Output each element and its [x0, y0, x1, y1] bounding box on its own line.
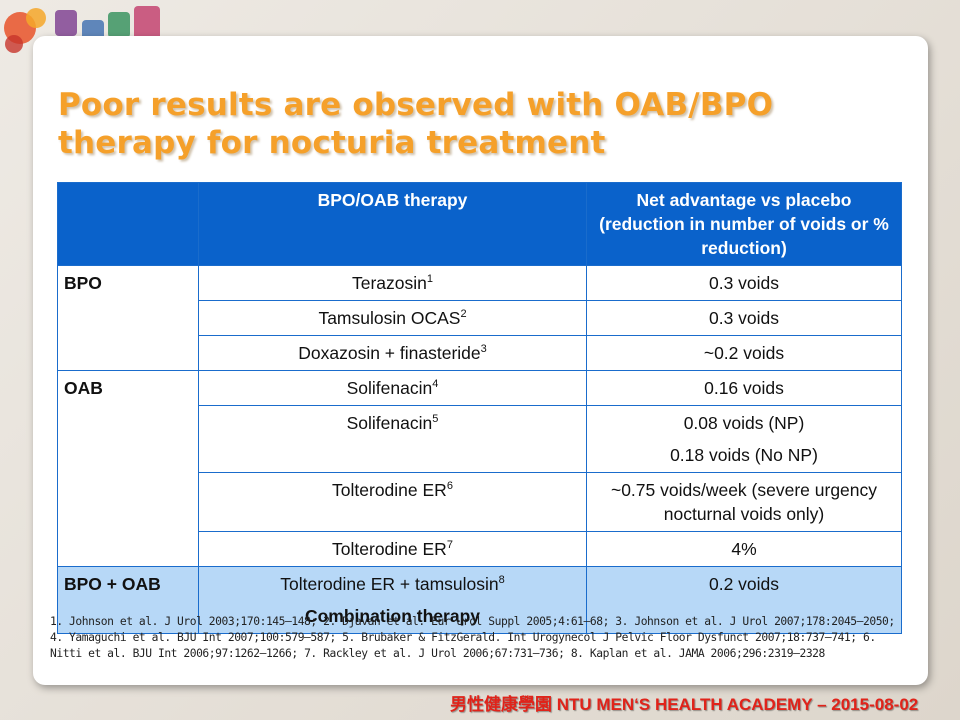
result-line: ~0.2 voids	[703, 343, 785, 363]
table-row: Tolterodine ER6 ~0.75 voids/week (severe …	[58, 472, 902, 532]
reference-number: 3	[480, 343, 487, 356]
reference: 8. Kaplan et al. JAMA 2006;296:2319–2328	[570, 647, 826, 660]
reference: 5. Brubaker & FitzGerald. Int Urogynecol…	[342, 631, 857, 644]
therapy-name: Tolterodine ER + tamsulosin	[280, 574, 499, 594]
therapy-line: Tolterodine ER + tamsulosin8	[205, 572, 580, 596]
therapy-cell: Tolterodine ER7	[198, 531, 587, 567]
therapy-line: Tolterodine ER7	[205, 537, 580, 561]
therapy-name: Solifenacin	[346, 378, 433, 398]
therapy-cell: Doxazosin + finasteride3	[198, 335, 587, 371]
result-line: 0.3 voids	[708, 308, 780, 328]
footer-chinese: 男性健康學園	[450, 695, 552, 714]
result-line: 0.2 voids	[708, 574, 780, 594]
result-cell: 4%	[586, 531, 902, 567]
table-row: Solifenacin5 0.08 voids (NP) 0.18 voids (N…	[58, 405, 902, 473]
reference-number: 8	[498, 574, 505, 587]
reference: 1. Johnson et al. J Urol 2003;170:145–14…	[50, 615, 317, 628]
reference: 6. Nitti et al. BJU Int 2006;97:1262–126…	[50, 631, 876, 660]
therapy-line: Tamsulosin OCAS2	[205, 306, 580, 330]
header-row: BPO/OAB therapy Net advantage vs placebo…	[57, 182, 902, 266]
reference-number: 1	[426, 273, 434, 286]
results-table: BPO/OAB therapy Net advantage vs placebo…	[57, 182, 902, 634]
therapy-cell: Terazosin1	[198, 265, 587, 301]
therapy-note: Combination therapy	[304, 606, 480, 626]
result-cell: 0.3 voids	[586, 300, 902, 336]
logo	[4, 6, 160, 53]
group-cell: BPO + OAB	[57, 566, 199, 634]
table-row: BPO + OAB Tolterodine ER + tamsulosin8 Com…	[57, 566, 902, 634]
result-cell: 0.3 voids	[586, 265, 902, 301]
reference-number: 7	[446, 539, 453, 552]
therapy-name: Terazosin	[351, 273, 427, 293]
result-line: 0.18 voids (No NP)	[670, 445, 818, 465]
therapy-cell: Tolterodine ER6	[198, 472, 587, 532]
result-cell: ~0.75 voids/week (severe urgency nocturn…	[586, 472, 902, 532]
footer: 男性健康學園 NTU MEN‘S HEALTH ACADEMY – 2015-0…	[450, 690, 918, 715]
slide-title: Poor results are observed with OAB/BPO t…	[58, 87, 774, 161]
reference-number: 2	[460, 308, 467, 321]
therapy-line: Doxazosin + finasteride3	[205, 341, 580, 365]
result-line: 0.3 voids	[708, 273, 780, 293]
reference: 3. Johnson et al. J Urol 2007;178:2045–2…	[615, 615, 895, 628]
therapy-name: Tamsulosin OCAS	[318, 308, 461, 328]
table-row: OAB Solifenacin4 0.16 voids	[57, 370, 902, 567]
result-cell: 0.16 voids	[586, 370, 902, 406]
therapy-name: Doxazosin + finasteride	[298, 343, 481, 363]
result-line: ~0.75 voids/week (severe urgency nocturn…	[610, 480, 878, 524]
result-line: 4%	[731, 539, 757, 559]
header-cell: Net advantage vs placebo (reduction in n…	[586, 182, 902, 266]
result-cell: ~0.2 voids	[586, 335, 902, 371]
reference: 4. Yamaguchi et al. BJU Int 2007;100:579…	[50, 631, 336, 644]
therapy-line: Tolterodine ER6	[205, 478, 580, 502]
reference: 7. Rackley et al. J Urol 2006;67:731–736…	[304, 647, 565, 660]
result-cell: 0.08 voids (NP) 0.18 voids (No NP)	[586, 405, 902, 473]
therapy-line: Solifenacin5	[205, 411, 580, 435]
therapy-line: Terazosin1	[205, 271, 580, 295]
reference-number: 6	[446, 480, 453, 493]
result-line: 0.16 voids	[704, 378, 784, 398]
result-line: 0.08 voids (NP)	[683, 413, 805, 433]
table-row: BPO Terazosin1 0.3 voids	[57, 265, 902, 371]
group-cell: OAB	[57, 370, 199, 567]
header-cell	[57, 182, 199, 266]
therapy-cell: Tamsulosin OCAS2	[198, 300, 587, 336]
table-row: Doxazosin + finasteride3 ~0.2 voids	[58, 335, 902, 371]
header-cell: BPO/OAB therapy	[198, 182, 587, 266]
therapy-name: Tolterodine ER	[332, 480, 447, 500]
therapy-cell: Solifenacin5	[198, 405, 587, 473]
therapy-cell: Tolterodine ER + tamsulosin8 Combination …	[198, 566, 587, 634]
therapy-line: Solifenacin4	[205, 376, 580, 400]
footer-english: NTU MEN‘S HEALTH ACADEMY – 2015-08-02	[556, 695, 919, 714]
reference: 2. Djavan et al. Eur Urol Suppl 2005;4:6…	[323, 615, 609, 628]
reference-number: 5	[432, 413, 439, 426]
group-cell: BPO	[57, 265, 199, 371]
therapy-name: Solifenacin	[346, 413, 433, 433]
reference-number: 4	[432, 378, 439, 391]
therapy-cell: Solifenacin4	[198, 370, 587, 406]
therapy-name: Tolterodine ER	[332, 539, 447, 559]
result-cell: 0.2 voids	[586, 566, 902, 634]
references: 1. Johnson et al. J Urol 2003;170:145–14…	[50, 614, 895, 662]
